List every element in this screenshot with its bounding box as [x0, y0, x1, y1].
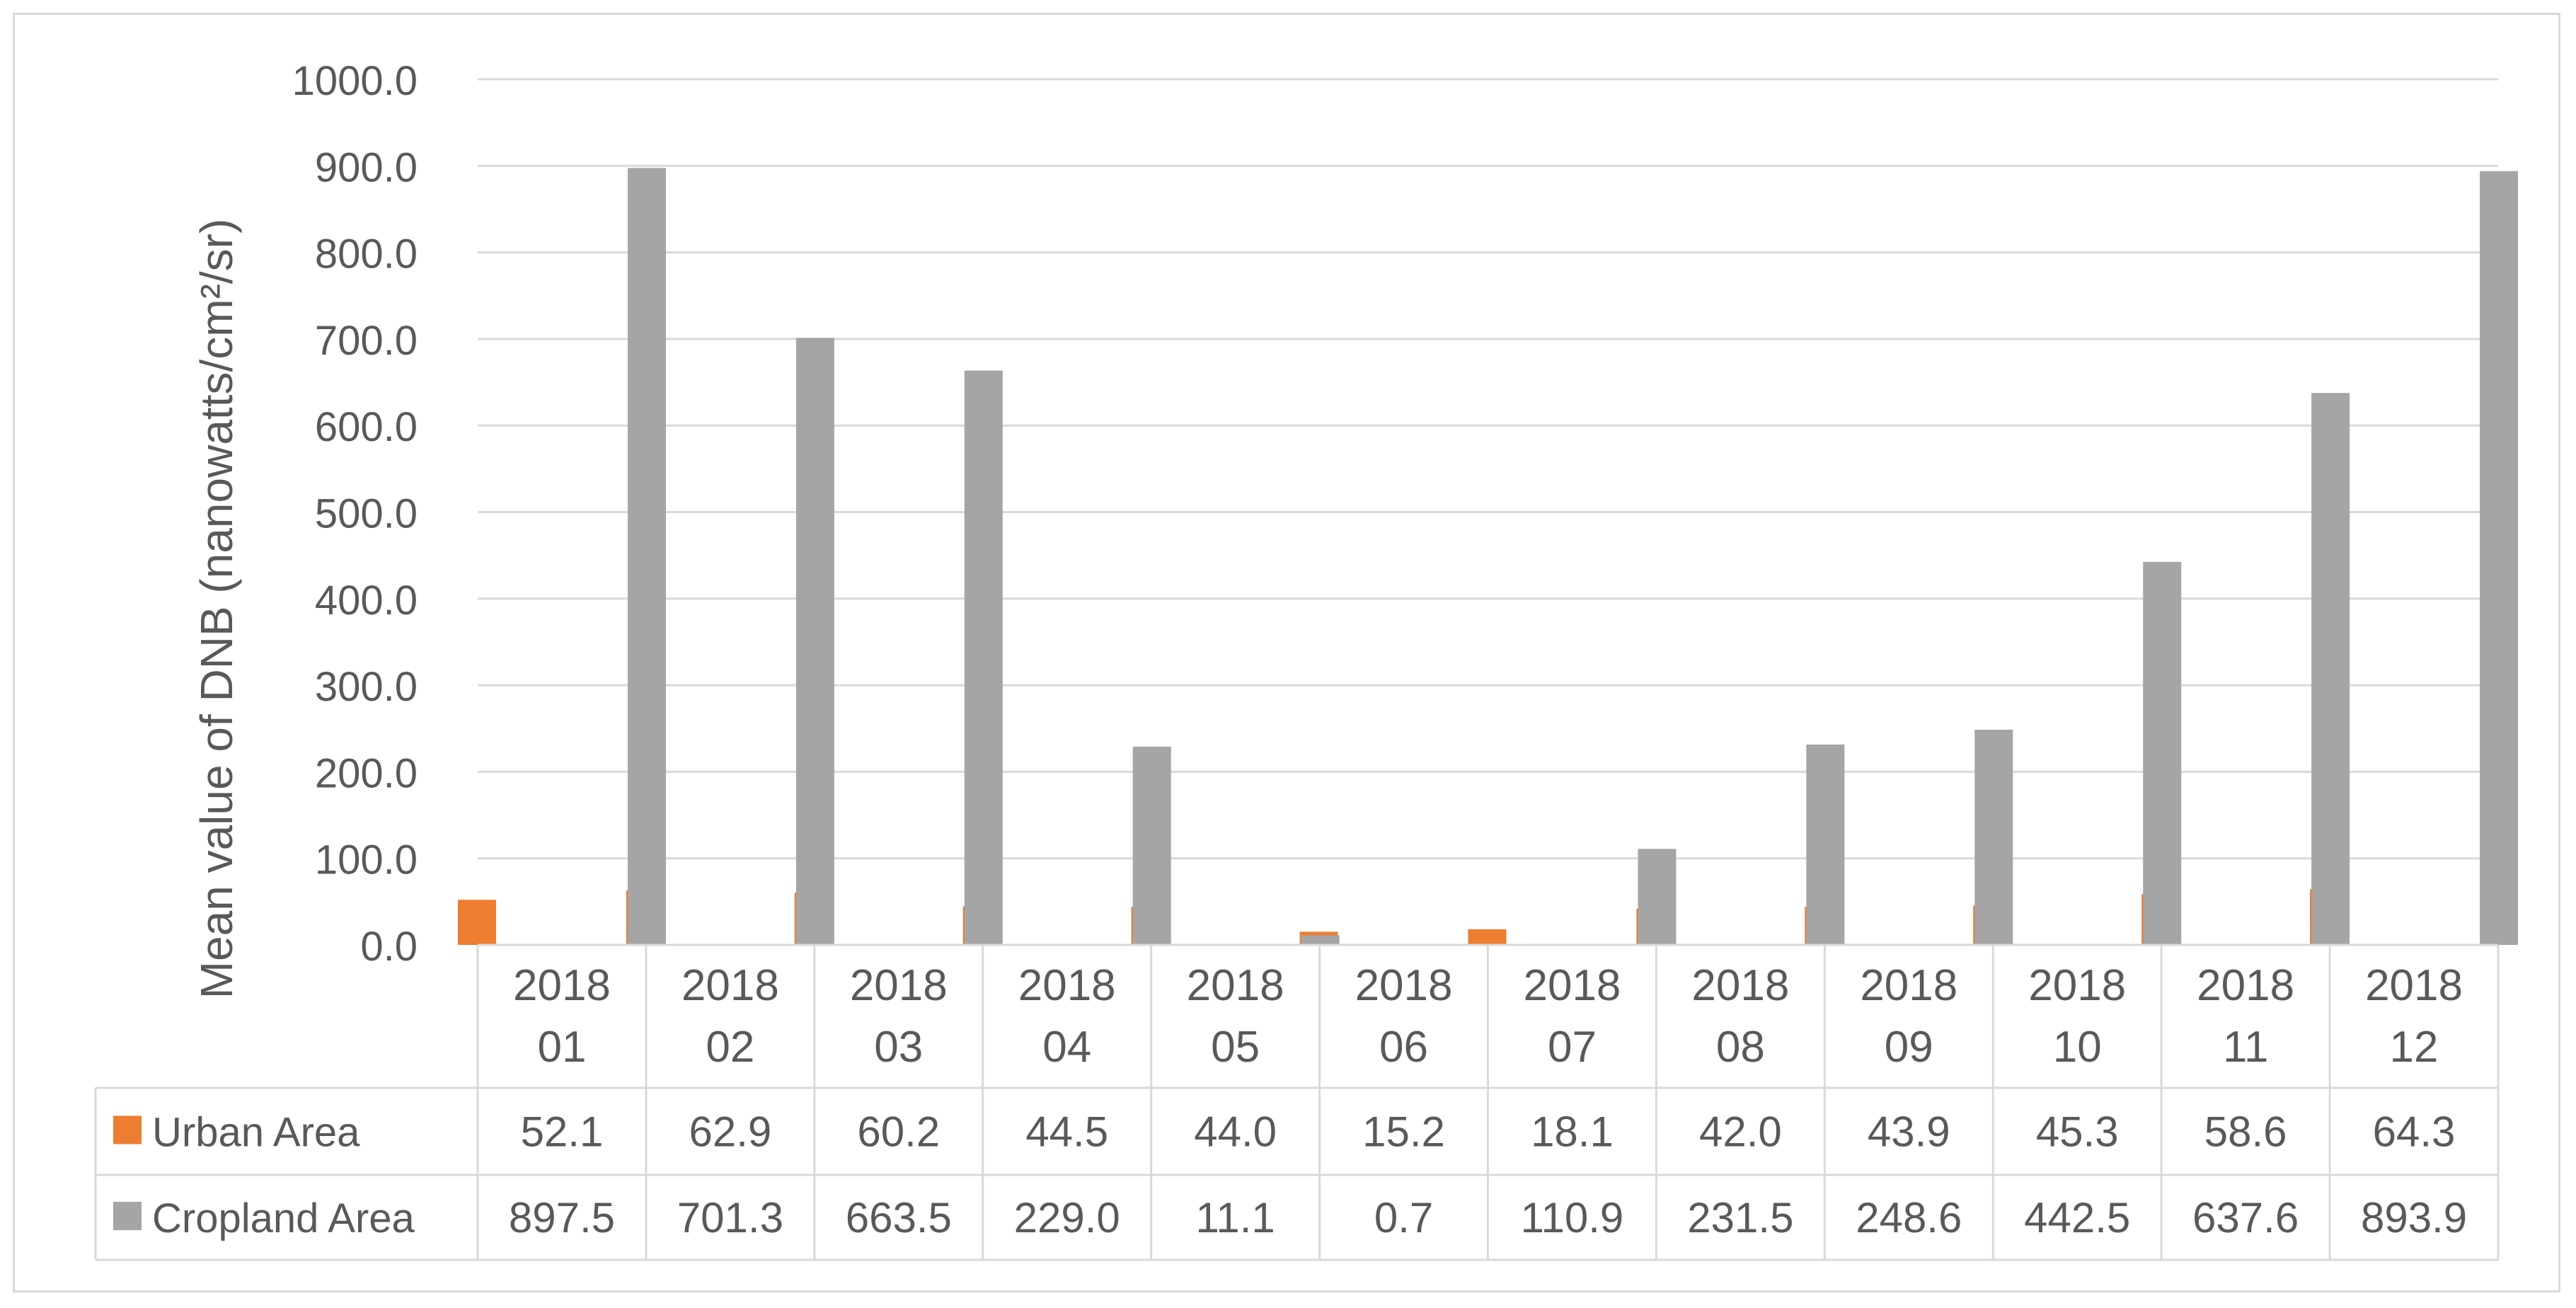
- data-label: 663.5: [846, 1194, 952, 1241]
- bar-cropland: [627, 168, 666, 945]
- data-label: 18.1: [1531, 1108, 1614, 1156]
- x-tick-label: 06: [1379, 1023, 1428, 1072]
- x-tick-label: 01: [537, 1023, 586, 1072]
- x-tick-label: 2018: [1018, 961, 1116, 1010]
- data-label: 229.0: [1014, 1194, 1120, 1241]
- data-label: 15.2: [1362, 1108, 1445, 1156]
- bar-cropland: [1132, 746, 1171, 945]
- data-label: 442.5: [2024, 1194, 2130, 1241]
- y-tick-label: 100.0: [315, 837, 418, 883]
- x-tick-label: 08: [1716, 1023, 1765, 1072]
- y-tick-label: 700.0: [315, 318, 418, 364]
- data-label: 231.5: [1687, 1194, 1793, 1241]
- x-tick-label: 03: [874, 1023, 923, 1072]
- x-tick-label: 05: [1211, 1023, 1260, 1072]
- y-tick-label: 500.0: [315, 491, 418, 537]
- bar-cropland: [964, 370, 1003, 945]
- bar-cropland: [795, 338, 834, 946]
- bar-cropland: [2143, 561, 2182, 945]
- legend-key-urban: [113, 1115, 142, 1144]
- x-tick-label: 2018: [1355, 961, 1453, 1010]
- data-label: 0.7: [1374, 1194, 1433, 1241]
- data-label: 64.3: [2373, 1108, 2456, 1156]
- y-tick-label: 400.0: [315, 578, 418, 624]
- y-tick-label: 900.0: [315, 144, 418, 190]
- x-tick-label: 2018: [682, 961, 779, 1010]
- x-tick-label: 04: [1042, 1023, 1091, 1072]
- data-label: 62.9: [689, 1108, 771, 1156]
- data-label: 45.3: [2036, 1108, 2119, 1156]
- data-label: 893.9: [2361, 1194, 2467, 1241]
- data-label: 42.0: [1699, 1108, 1782, 1156]
- data-label: 701.3: [677, 1194, 783, 1241]
- y-axis-ticks: 0.0 100.0 200.0 300.0 400.0 500.0 600.0 700.0 80…: [292, 58, 418, 970]
- chart-frame: [13, 13, 2560, 1292]
- data-label: 44.5: [1025, 1108, 1108, 1156]
- x-tick-label: 2018: [1523, 961, 1621, 1010]
- data-label: 52.1: [521, 1108, 604, 1156]
- bar-cropland: [2480, 171, 2519, 946]
- bar-cropland: [1301, 935, 1340, 945]
- y-tick-label: 0.0: [360, 924, 418, 970]
- x-tick-label: 2018: [2028, 961, 2126, 1010]
- bar-urban: [1468, 929, 1507, 945]
- bar-cropland: [1638, 849, 1677, 945]
- gridlines: [478, 78, 2498, 946]
- x-tick-label: 11: [2223, 1023, 2268, 1072]
- y-axis-label: Mean value of DNB (nanowatts/cm²/sr): [191, 219, 242, 999]
- x-tick-label: 02: [706, 1023, 754, 1072]
- bar-cropland: [1806, 744, 1845, 945]
- x-tick-label: 2018: [850, 961, 948, 1010]
- data-label: 11.1: [1195, 1194, 1275, 1241]
- legend-key-cropland: [113, 1202, 142, 1230]
- x-tick-label: 2018: [1187, 961, 1284, 1010]
- x-tick-label: 2018: [1691, 961, 1789, 1010]
- bar-urban: [457, 900, 496, 945]
- x-tick-label: 2018: [1860, 961, 1957, 1010]
- data-label: 58.6: [2204, 1108, 2287, 1156]
- data-label: 897.5: [509, 1194, 615, 1241]
- y-tick-label: 200.0: [315, 750, 418, 796]
- data-label: 110.9: [1521, 1194, 1624, 1241]
- y-tick-label: 800.0: [315, 231, 418, 277]
- x-tick-label: 2018: [2197, 961, 2294, 1010]
- data-table: 2018 01 2018 02 2018 03 2018 04 2018 05 2018 06 2018…: [94, 943, 2500, 1261]
- y-tick-label: 1000.0: [292, 58, 418, 104]
- y-tick-label: 300.0: [315, 664, 418, 710]
- data-label: 44.0: [1194, 1108, 1277, 1156]
- y-tick-label: 600.0: [315, 404, 418, 450]
- legend-label: Urban Area: [152, 1110, 360, 1156]
- x-tick-label: 09: [1885, 1023, 1933, 1072]
- data-label: 248.6: [1856, 1194, 1962, 1241]
- x-tick-label: 2018: [2365, 961, 2463, 1010]
- x-tick-label: 10: [2053, 1023, 2102, 1072]
- x-tick-label: 07: [1548, 1023, 1597, 1072]
- bar-cropland: [2311, 393, 2350, 945]
- bar-cropland: [1974, 729, 2013, 945]
- data-label: 60.2: [857, 1108, 940, 1156]
- x-tick-label: 2018: [513, 961, 611, 1010]
- data-label: 637.6: [2192, 1194, 2299, 1241]
- bars: [457, 168, 2519, 946]
- x-tick-label: 12: [2390, 1023, 2439, 1072]
- legend-label: Cropland Area: [152, 1195, 415, 1241]
- data-label: 43.9: [1868, 1108, 1950, 1156]
